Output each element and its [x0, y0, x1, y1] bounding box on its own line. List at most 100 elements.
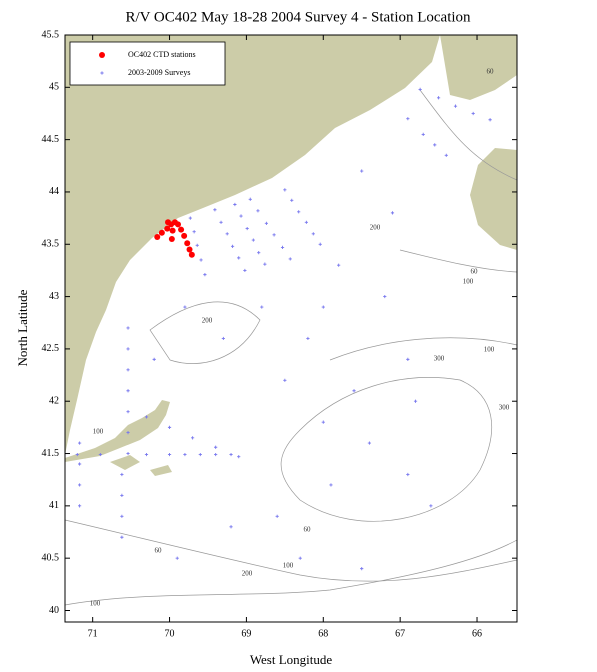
survey-station: [321, 420, 325, 424]
survey-station: [298, 556, 302, 560]
survey-station: [126, 368, 130, 372]
survey-station: [390, 211, 395, 215]
survey-station: [318, 242, 322, 246]
survey-station: [214, 445, 218, 449]
survey-station: [275, 514, 279, 518]
survey-station: [251, 238, 255, 242]
contour-line: [64, 539, 518, 606]
contour-label: 60: [471, 268, 479, 276]
ctd-station: [158, 229, 165, 236]
ctd-station: [164, 225, 171, 232]
x-tick-label: 67: [395, 628, 405, 639]
survey-station: [219, 220, 223, 224]
contour-label: 200: [242, 570, 253, 578]
survey-station: [78, 483, 82, 487]
survey-station: [257, 251, 261, 255]
survey-station: [233, 202, 237, 207]
y-tick-label: 45: [49, 82, 59, 93]
ctd-station: [181, 232, 188, 239]
survey-station: [290, 198, 294, 202]
survey-station: [167, 425, 172, 429]
maine-coast: [65, 35, 440, 455]
survey-station: [272, 233, 276, 237]
survey-station: [221, 336, 225, 341]
survey-station: [120, 514, 124, 518]
survey-station: [406, 357, 410, 361]
cape-cod: [65, 400, 170, 462]
survey-station: [195, 243, 199, 247]
contour-label: 100: [90, 600, 101, 608]
contour-line: [419, 89, 518, 181]
survey-station: [144, 415, 149, 419]
legend-marker: [99, 52, 105, 58]
survey-station: [167, 452, 172, 457]
ctd-station: [169, 227, 176, 234]
survey-station: [406, 472, 410, 477]
x-tick-label: 70: [165, 628, 175, 639]
contour-line: [280, 377, 493, 522]
y-axis-label: North Latitude: [15, 289, 30, 366]
legend-box: [69, 41, 226, 86]
survey-station: [237, 455, 241, 459]
survey-station: [280, 245, 285, 250]
survey-station: [192, 230, 196, 234]
survey-station: [321, 305, 325, 309]
contour-line: [149, 301, 261, 364]
legend-label: OC402 CTD stations: [128, 50, 196, 59]
survey-station: [243, 268, 247, 273]
y-tick-label: 41: [49, 500, 59, 511]
contour-line: [64, 519, 518, 582]
survey-station: [78, 441, 82, 445]
x-axis-label: West Longitude: [250, 652, 333, 667]
survey-station: [98, 452, 102, 457]
contour-label: 200: [202, 317, 213, 325]
survey-station: [304, 220, 308, 224]
survey-station: [126, 347, 130, 351]
survey-station: [237, 256, 241, 260]
contour-label: 300: [434, 355, 445, 363]
survey-station: [263, 262, 267, 266]
legend: OC402 CTD stations 2003-2009 Surveys: [69, 41, 226, 86]
survey-station: [297, 210, 301, 214]
survey-station: [78, 504, 82, 508]
survey-station: [406, 117, 410, 121]
survey-station: [352, 389, 356, 393]
survey-station: [239, 214, 243, 218]
survey-station: [429, 504, 433, 508]
contour-label: 60: [304, 526, 312, 534]
survey-station: [436, 96, 441, 100]
contour-label: 200: [370, 224, 381, 232]
ctd-station: [178, 226, 185, 233]
survey-station: [360, 567, 364, 571]
x-tick-label: 69: [241, 628, 251, 639]
y-tick-label: 42.5: [42, 343, 60, 354]
y-tick-label: 43.5: [42, 239, 60, 250]
nova-scotia: [470, 148, 517, 250]
survey-station: [264, 221, 269, 225]
survey-station: [120, 472, 124, 477]
contour-label: 100: [484, 346, 495, 354]
survey-station: [329, 483, 333, 487]
survey-station: [433, 143, 437, 147]
y-tick-label: 40: [49, 605, 59, 616]
contour-label: 60: [155, 547, 163, 555]
survey-station: [471, 111, 475, 116]
land: [65, 35, 517, 476]
survey-station: [311, 232, 315, 236]
survey-station: [183, 452, 187, 457]
y-tick-label: 44: [49, 186, 59, 197]
survey-station: [75, 452, 79, 457]
ctd-station: [168, 236, 175, 243]
survey-station: [337, 263, 341, 267]
survey-station: [152, 357, 156, 361]
contour-label: 300: [499, 404, 510, 412]
survey-station: [230, 244, 235, 248]
contour-label: 100: [463, 278, 474, 286]
survey-station: [213, 208, 217, 212]
contour-label: 100: [283, 562, 294, 570]
contour-line: [399, 249, 518, 273]
survey-station: [383, 294, 387, 299]
marthas-vineyard: [110, 455, 140, 470]
survey-station: [188, 216, 192, 220]
y-tick-label: 45.5: [42, 29, 60, 40]
